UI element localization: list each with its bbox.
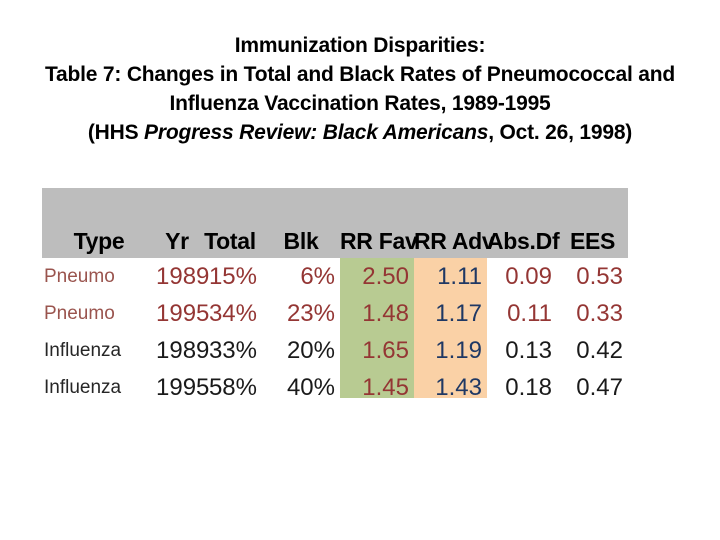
table-body: Pneumo 1989 15% 6% 2.50 1.11 0.09 0.53 P… — [42, 258, 628, 406]
cell-total: 34% — [208, 299, 257, 327]
title-line-4-suffix: , Oct. 26, 1998) — [488, 121, 633, 144]
table-row: Influenza 1995 58% 40% 1.45 1.43 0.18 0.… — [42, 369, 628, 406]
slide-title: Immunization Disparities: Table 7: Chang… — [0, 31, 720, 147]
col-header-total: Total — [204, 228, 256, 254]
title-line-4-italic: Progress Review: Black Americans — [144, 121, 489, 144]
cell-abs-df: 0.11 — [507, 299, 552, 327]
title-line-1: Immunization Disparities: — [234, 34, 486, 57]
cell-blk: 23% — [286, 299, 335, 327]
title-line-4-prefix: (HHS — [87, 121, 145, 144]
title-line-2: Table 7: Changes in Total and Black Rate… — [44, 63, 675, 86]
cell-rr-adv: 1.17 — [435, 299, 482, 327]
cell-type: Influenza — [44, 339, 122, 361]
table-row: Pneumo 1989 15% 6% 2.50 1.11 0.09 0.53 — [42, 258, 628, 295]
col-header-abs-df: Abs.Df — [487, 228, 560, 254]
col-header-rr-fav: RR Fav — [340, 228, 418, 254]
cell-rr-adv: 1.11 — [437, 262, 482, 290]
cell-type: Influenza — [44, 376, 122, 398]
cell-total: 33% — [208, 336, 257, 364]
cell-rr-adv: 1.19 — [435, 336, 482, 364]
col-header-ees: EES — [569, 228, 616, 254]
cell-type: Pneumo — [44, 265, 115, 287]
cell-blk: 20% — [286, 336, 335, 364]
table-row: Pneumo 1995 34% 23% 1.48 1.17 0.11 0.33 — [42, 295, 628, 332]
cell-rr-fav: 2.50 — [362, 262, 409, 290]
table-row: Influenza 1989 33% 20% 1.65 1.19 0.13 0.… — [42, 332, 628, 369]
title-line-4: (HHS Progress Review: Black Americans, O… — [0, 118, 720, 147]
cell-type: Pneumo — [44, 302, 115, 324]
cell-abs-df: 0.09 — [505, 262, 552, 290]
cell-ees: 0.53 — [576, 262, 623, 290]
cell-rr-fav: 1.48 — [362, 299, 409, 327]
col-header-rr-adv: RR Adv — [414, 228, 495, 254]
col-header-type: Type — [73, 228, 125, 254]
cell-yr: 1989 — [156, 262, 210, 290]
cell-blk: 40% — [286, 373, 335, 401]
cell-rr-adv: 1.43 — [435, 373, 482, 401]
cell-ees: 0.33 — [576, 299, 623, 327]
cell-rr-fav: 1.65 — [362, 336, 409, 364]
cell-abs-df: 0.18 — [505, 373, 552, 401]
cell-abs-df: 0.13 — [505, 336, 552, 364]
title-line-3: Influenza Vaccination Rates, 1989-1995 — [169, 92, 551, 115]
data-table: Type Yr Total Blk RR Fav RR Adv Abs.Df E… — [42, 188, 628, 406]
col-header-blk: Blk — [283, 228, 319, 254]
cell-rr-fav: 1.45 — [362, 373, 409, 401]
cell-ees: 0.42 — [576, 336, 623, 364]
cell-yr: 1995 — [156, 373, 210, 401]
cell-total: 15% — [208, 262, 257, 290]
cell-ees: 0.47 — [576, 373, 623, 401]
cell-yr: 1989 — [156, 336, 210, 364]
cell-yr: 1995 — [156, 299, 210, 327]
rr-fav-highlight-column — [340, 258, 414, 398]
table-header-band: Type Yr Total Blk RR Fav RR Adv Abs.Df E… — [42, 188, 628, 258]
cell-blk: 6% — [300, 262, 335, 290]
rr-adv-highlight-column — [414, 258, 487, 398]
col-header-yr: Yr — [165, 228, 189, 254]
cell-total: 58% — [208, 373, 257, 401]
